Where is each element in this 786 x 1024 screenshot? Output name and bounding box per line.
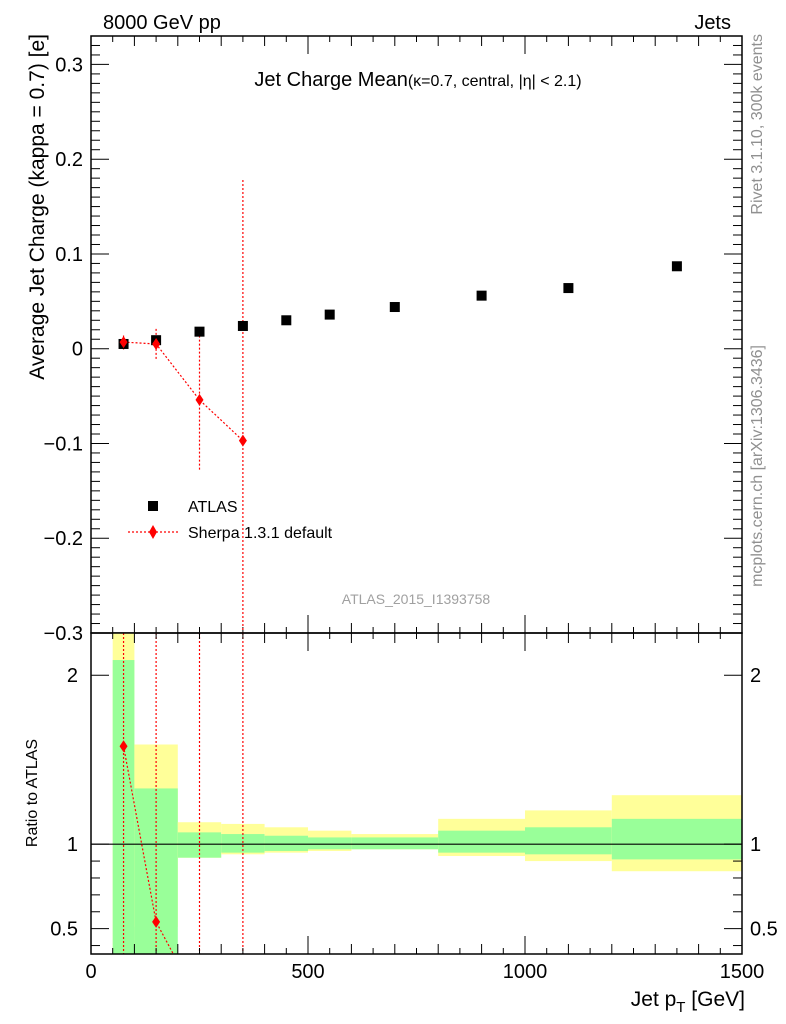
y-tick-label: 0.3 [55, 54, 83, 76]
sherpa-point [195, 393, 204, 406]
green-band [438, 830, 525, 853]
y-tick-label: 0.5 [50, 919, 78, 941]
x-tick-label: 1500 [720, 961, 765, 983]
green-band [221, 834, 265, 853]
legend-marker-atlas [148, 501, 158, 511]
y-tick-label: 2 [67, 665, 78, 687]
legend-marker-sherpa [149, 525, 157, 539]
y-tick-label: 0.1 [55, 244, 83, 266]
atlas-point [281, 315, 292, 326]
y-tick-label-right: 0.5 [750, 919, 778, 941]
green-band [611, 818, 742, 860]
ratio-y-ticks: 0.5 0.5 1 1 2 2 [50, 665, 778, 947]
y-tick-label-right: 1 [750, 834, 761, 856]
side-label-rivet: Rivet 3.1.10, 300k events [749, 34, 766, 215]
side-label-mcplots: mcplots.cern.ch [arXiv:1306.3436] [749, 345, 766, 587]
chart-title-sub: (κ=0.7, central, |η| < 2.1) [408, 73, 582, 90]
ratio-x-ticks: 0 500 1000 1500 [85, 633, 764, 983]
sherpa-point [238, 434, 247, 447]
ratio-frame [90, 632, 743, 955]
green-band [308, 837, 352, 850]
y-tick-label-right: 2 [750, 665, 761, 687]
green-band [351, 837, 439, 850]
y-tick-label: −0.1 [44, 433, 83, 455]
header-left: 8000 GeV pp [103, 12, 221, 34]
ratio-y-axis-label: Ratio to ATLAS [24, 739, 41, 847]
green-band [112, 660, 135, 954]
ratio-panel: 0 500 1000 1500 0.5 0.51 12 2 Ratio to ATLAS J… [24, 632, 778, 1016]
top-y-ticks: 0.3 0.2 0.1 0 −0.1 −0.2 −0.3 [44, 35, 742, 645]
top-x-ticks [90, 36, 743, 633]
sherpa-line [123, 341, 244, 442]
sherpa-point [119, 336, 128, 349]
legend: ATLAS Sherpa 1.3.1 default [128, 499, 333, 542]
chart-title: Jet Charge Mean(κ=0.7, central, |η| < 2.… [254, 69, 581, 91]
ratio-data-layer [91, 633, 742, 954]
ratio-sherpa-line [122, 746, 174, 954]
green-band [525, 827, 612, 855]
atlas-point [563, 283, 574, 294]
top-data-layer [118, 180, 682, 633]
x-tick-label: 0 [85, 961, 96, 983]
atlas-point [237, 320, 248, 331]
atlas-point [671, 261, 682, 272]
ratio-sherpa-point [119, 740, 128, 753]
x-tick-label: 500 [291, 961, 324, 983]
y-tick-label: 1 [67, 834, 78, 856]
atlas-point [476, 290, 487, 301]
y-tick-label: −0.2 [44, 528, 83, 550]
ratio-sherpa-point [152, 915, 161, 928]
legend-label-sherpa: Sherpa 1.3.1 default [188, 525, 333, 542]
chart-title-main: Jet Charge Mean [254, 69, 407, 91]
atlas-point [324, 309, 335, 320]
sherpa-point [152, 337, 161, 350]
green-band [264, 835, 308, 851]
legend-label-atlas: ATLAS [188, 499, 238, 516]
y-tick-label: −0.3 [44, 623, 83, 645]
atlas-point [194, 326, 205, 337]
header-right: Jets [694, 12, 731, 34]
x-tick-label: 1000 [503, 961, 548, 983]
top-y-axis-label: Average Jet Charge (kappa = 0.7) [e] [26, 34, 49, 380]
y-tick-label: 0 [72, 339, 83, 361]
y-tick-label: 0.2 [55, 149, 83, 171]
atlas-point [389, 302, 400, 313]
watermark: ATLAS_2015_I1393758 [342, 591, 491, 607]
